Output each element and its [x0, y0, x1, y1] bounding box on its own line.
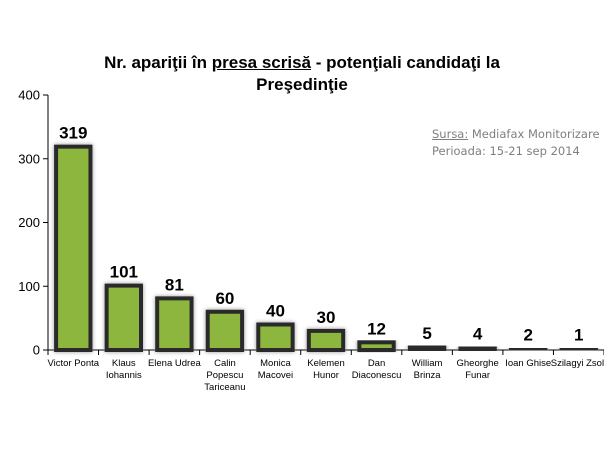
chart-title-line-2: Preşedinţie — [256, 75, 348, 94]
data-label: 2 — [523, 326, 532, 345]
bar — [306, 328, 346, 352]
chart-title-prefix: Nr. apariţii în — [104, 53, 212, 72]
source-note: Sursa: Mediafax Monitorizare Perioada: 1… — [432, 126, 600, 160]
bar — [155, 296, 194, 352]
chart-title-line-1: Nr. apariţii în presa scrisă - potenţial… — [0, 52, 604, 74]
data-label: 12 — [367, 319, 386, 338]
data-label: 40 — [266, 302, 285, 321]
data-label: 1 — [574, 326, 583, 345]
data-label: 60 — [215, 289, 234, 308]
bar — [559, 346, 598, 352]
data-label: 4 — [473, 324, 483, 343]
bar — [508, 346, 548, 352]
bars — [54, 144, 598, 353]
data-label: 101 — [110, 263, 138, 282]
source-value: Mediafax Monitorizare — [468, 127, 600, 141]
x-tick-label: Szilagyi Zsolt — [551, 358, 604, 369]
y-tick-label: 200 — [18, 215, 40, 230]
x-tick-label: Ioan Ghise — [505, 358, 551, 369]
y-tick-label: 300 — [18, 151, 40, 166]
x-tick-label: Calin Popescu Tariceanu — [204, 358, 245, 393]
chart-title: Nr. apariţii în presa scrisă - potenţial… — [0, 52, 604, 96]
data-labels: 319 101 81 60 40 30 12 5 4 2 1 — [59, 124, 583, 345]
bar — [458, 345, 497, 353]
x-tick-label: Gheorghe Funar — [457, 358, 499, 381]
y-tick-label: 100 — [18, 279, 40, 294]
x-tick-labels: Victor Ponta Klaus Iohannis Elena Udrea Cali… — [47, 358, 604, 393]
period-line: Perioada: 15-21 sep 2014 — [432, 144, 580, 158]
x-tick-label: Dan Diaconescu — [352, 358, 402, 381]
data-label: 5 — [422, 324, 431, 343]
chart-title-underlined: presa scrisă — [211, 53, 312, 72]
source-label: Sursa: — [432, 127, 469, 141]
x-tick-label: Klaus Iohannis — [106, 358, 142, 381]
y-tick-label: 0 — [33, 343, 40, 358]
data-label: 81 — [165, 275, 184, 294]
bar — [205, 309, 245, 352]
data-label: 30 — [317, 308, 336, 327]
bar — [357, 340, 396, 353]
x-tick-label: Elena Udrea — [148, 358, 202, 369]
x-tick-label: Victor Ponta — [47, 358, 99, 369]
bar — [407, 344, 447, 352]
x-tick-label: Kelemen Hunor — [307, 358, 345, 381]
data-label: 319 — [59, 124, 87, 143]
x-tick-label: William Brinza — [412, 358, 443, 381]
y-tick-label: 400 — [18, 88, 40, 103]
source-line: Sursa: Mediafax Monitorizare — [432, 126, 600, 143]
bar — [104, 283, 144, 352]
bar — [54, 144, 93, 352]
bar — [256, 322, 295, 352]
x-tick-label: Monica Macovei — [258, 358, 293, 381]
chart-title-suffix: - potenţiali candidaţi la — [311, 53, 500, 72]
